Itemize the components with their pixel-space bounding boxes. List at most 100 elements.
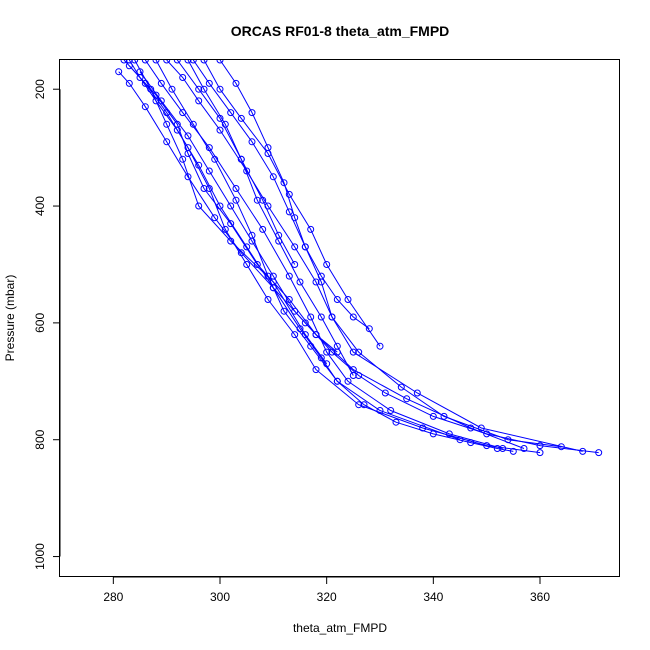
data-point (200, 185, 208, 192)
data-point (115, 68, 123, 76)
x-tick-label: 300 (210, 590, 230, 604)
data-point (291, 214, 299, 222)
data-point (195, 97, 203, 105)
data-point (536, 449, 544, 457)
series-line-3 (144, 60, 503, 449)
y-tick-label: 400 (33, 196, 47, 216)
data-point (200, 60, 208, 64)
data-point (493, 445, 501, 452)
data-point (392, 418, 400, 426)
y-tick-label: 600 (33, 313, 47, 333)
data-point (216, 126, 224, 134)
data-point (419, 424, 427, 432)
plot-marks (115, 60, 603, 457)
data-point (237, 114, 245, 122)
y-tick-label: 800 (33, 429, 47, 449)
data-point (440, 412, 448, 420)
data-point (163, 138, 171, 146)
data-point (285, 190, 293, 198)
data-point (413, 389, 421, 397)
data-point (307, 225, 315, 233)
data-point (131, 60, 139, 64)
data-point (333, 377, 341, 385)
data-point (280, 179, 288, 187)
data-point (307, 313, 315, 321)
x-axis-label: theta_atm_FMPD (293, 621, 387, 635)
data-point (211, 155, 219, 163)
data-point (376, 407, 384, 414)
data-point (216, 60, 224, 64)
data-point (189, 120, 197, 128)
data-point (141, 60, 149, 64)
data-point (211, 214, 219, 222)
data-point (232, 196, 240, 204)
data-point (141, 103, 149, 111)
data-point (184, 60, 192, 64)
chart-title: ORCAS RF01-8 theta_atm_FMPD (231, 23, 450, 39)
y-axis-label: Pressure (mbar) (3, 275, 17, 362)
data-point (349, 348, 357, 356)
y-tick-label: 200 (33, 79, 47, 99)
x-tick-label: 340 (423, 590, 443, 604)
data-point (467, 424, 475, 432)
series-line-8 (134, 60, 328, 365)
data-point (275, 231, 283, 239)
data-point (312, 331, 320, 339)
data-point (269, 173, 277, 181)
data-point (195, 85, 203, 93)
data-point (445, 430, 453, 438)
series-line-6 (192, 60, 370, 330)
series-line-4 (166, 60, 562, 448)
data-point (221, 225, 229, 233)
series-line-13 (139, 71, 338, 353)
data-point (259, 225, 267, 233)
plot-frame (59, 59, 620, 577)
data-point (179, 155, 187, 163)
data-point (168, 85, 176, 93)
data-point (120, 60, 128, 64)
data-point (595, 449, 603, 457)
data-point (184, 132, 192, 140)
data-point (381, 389, 389, 397)
series-line-11 (155, 60, 461, 441)
data-point (243, 261, 251, 268)
data-point (344, 296, 352, 303)
data-point (237, 155, 245, 163)
data-point (312, 366, 320, 374)
series-line-14 (187, 60, 296, 265)
data-point (205, 167, 213, 175)
data-point (227, 220, 235, 228)
x-tick-label: 360 (530, 590, 550, 604)
y-axis: 200 400 600 800 1000 (33, 79, 61, 570)
data-point (285, 272, 293, 280)
data-point (579, 447, 587, 455)
data-point (291, 331, 299, 339)
data-point (248, 237, 256, 245)
x-tick-label: 280 (103, 590, 123, 604)
data-point (264, 296, 272, 303)
series-line-9 (176, 60, 354, 376)
data-point (509, 447, 517, 455)
data-point (189, 60, 197, 64)
series-line-7 (203, 60, 381, 347)
data-point (136, 68, 144, 76)
data-point (296, 278, 304, 286)
data-point (163, 120, 171, 128)
data-point (221, 120, 229, 128)
series-line-2 (118, 71, 599, 454)
data-point (269, 272, 277, 280)
data-point (333, 296, 341, 303)
data-point (285, 208, 293, 216)
data-point (264, 272, 272, 280)
data-point (403, 395, 411, 403)
data-point (291, 261, 299, 268)
data-point (355, 401, 363, 409)
data-point (173, 60, 181, 64)
data-point (195, 202, 203, 210)
data-point (152, 60, 160, 64)
data-point (291, 307, 299, 315)
data-point (317, 278, 325, 286)
data-point (520, 445, 528, 452)
data-point (253, 261, 261, 268)
data-point (232, 185, 240, 192)
